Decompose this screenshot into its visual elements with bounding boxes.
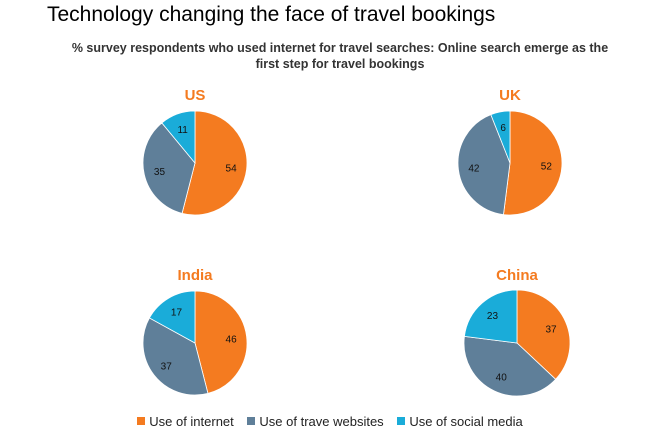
- legend-swatch-websites: [247, 417, 256, 425]
- pie-label-india-websites: 37: [161, 361, 173, 372]
- pie-slice-india-websites: [142, 317, 209, 396]
- pie-label-china-internet: 37: [545, 324, 557, 335]
- pie-slice-uk-social: [490, 110, 511, 164]
- pie-slice-us-internet: [181, 110, 248, 216]
- legend-label-websites: Use of trave websites: [259, 414, 384, 429]
- pie-us: US 54 35 11: [142, 87, 248, 216]
- legend-item-internet: Use of internet: [137, 414, 234, 429]
- pie-china: China 37 40 23: [463, 267, 571, 397]
- subtitle-line-2: first step for travel bookings: [255, 57, 425, 71]
- legend-item-social: Use of social media: [397, 414, 523, 429]
- page-title: Technology changing the face of travel b…: [47, 3, 496, 26]
- legend-label-social: Use of social media: [409, 414, 523, 429]
- subtitle-line-1: % survey respondents who used internet f…: [71, 41, 609, 55]
- legend: Use of internet Use of trave websites Us…: [0, 414, 660, 429]
- pie-slice-uk-websites: [457, 114, 511, 216]
- pie-title-uk: UK: [499, 87, 521, 104]
- pie-title-us: US: [185, 87, 206, 104]
- pie-uk: UK 52 42 6: [457, 87, 563, 216]
- pie-slice-china-internet: [516, 289, 571, 380]
- legend-swatch-social: [397, 417, 406, 425]
- pie-label-uk-websites: 42: [468, 164, 480, 175]
- legend-swatch-internet: [137, 417, 146, 425]
- legend-label-internet: Use of internet: [149, 414, 234, 429]
- pie-india: India 46 37 17: [142, 267, 248, 396]
- pie-slice-us-social: [161, 110, 196, 165]
- pie-label-uk-social: 6: [500, 123, 506, 134]
- legend-item-websites: Use of trave websites: [247, 414, 384, 429]
- pie-label-us-social: 11: [177, 125, 188, 136]
- pie-label-us-websites: 35: [154, 167, 166, 178]
- pie-label-india-internet: 46: [226, 334, 238, 345]
- pie-label-india-social: 17: [171, 308, 183, 319]
- pie-slice-india-internet: [194, 290, 248, 394]
- pie-label-uk-internet: 52: [541, 161, 553, 172]
- pie-slice-us-websites: [142, 122, 196, 214]
- pie-label-china-websites: 40: [496, 373, 508, 384]
- pie-slice-india-social: [148, 290, 196, 344]
- pie-slice-china-websites: [463, 335, 557, 397]
- pie-label-china-social: 23: [487, 311, 499, 322]
- pie-title-china: China: [496, 267, 538, 284]
- pie-slice-china-social: [463, 289, 518, 344]
- chart-subtitle: % survey respondents who used internet f…: [40, 40, 640, 72]
- pie-label-us-internet: 54: [226, 164, 238, 175]
- pie-title-india: India: [177, 267, 213, 284]
- pie-slice-uk-internet: [503, 110, 563, 216]
